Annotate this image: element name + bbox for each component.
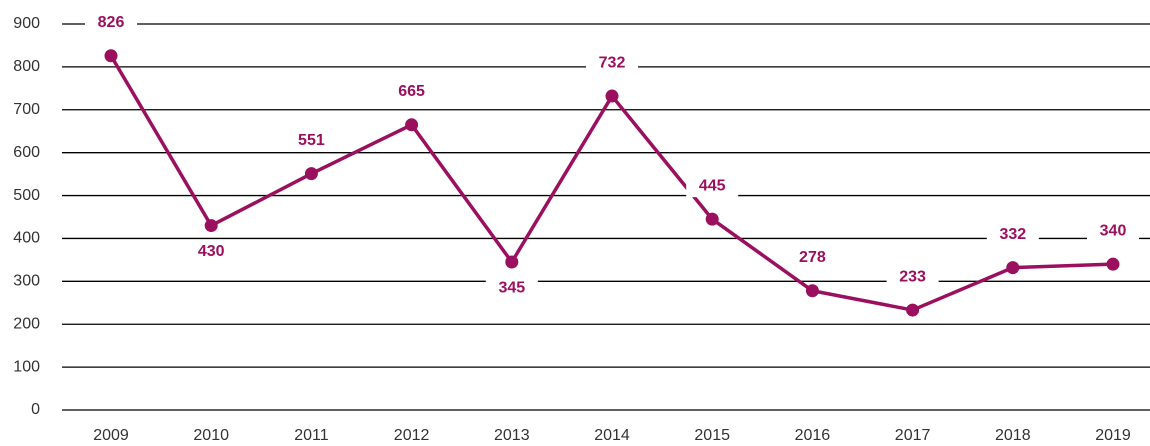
- y-tick-label: 600: [13, 144, 40, 161]
- x-tick-label: 2009: [93, 427, 129, 444]
- x-tick-label: 2018: [995, 427, 1031, 444]
- y-tick-label: 400: [13, 230, 40, 247]
- label-bg: [385, 80, 438, 103]
- point: [605, 89, 619, 103]
- x-tick-label: 2015: [694, 427, 730, 444]
- data-label: 340: [1100, 222, 1127, 239]
- data-label: 345: [498, 279, 525, 296]
- data-label: 445: [699, 177, 726, 194]
- point: [405, 118, 419, 132]
- point: [705, 212, 719, 226]
- label-bg: [185, 240, 238, 263]
- point: [505, 255, 519, 269]
- data-label: 732: [599, 54, 626, 71]
- y-tick-label: 100: [13, 358, 40, 375]
- label-bg: [686, 175, 739, 198]
- y-tick-label: 300: [13, 273, 40, 290]
- point: [204, 219, 218, 233]
- point: [1006, 261, 1020, 275]
- data-label: 826: [98, 14, 125, 31]
- data-label: 665: [398, 83, 425, 100]
- point: [304, 167, 318, 181]
- x-tick-label: 2014: [594, 427, 630, 444]
- point: [805, 284, 819, 298]
- x-tick-label: 2010: [193, 427, 229, 444]
- x-tick-label: 2019: [1095, 427, 1131, 444]
- x-tick-label: 2012: [394, 427, 430, 444]
- label-bg: [586, 52, 638, 75]
- label-bg: [85, 11, 137, 34]
- point: [1106, 257, 1120, 271]
- data-label: 332: [999, 226, 1026, 243]
- point: [906, 303, 920, 317]
- label-bg: [285, 129, 338, 152]
- y-tick-label: 700: [13, 101, 40, 118]
- label-bg: [786, 246, 839, 269]
- data-label: 430: [198, 243, 225, 260]
- y-tick-label: 800: [13, 58, 40, 75]
- x-tick-label: 2017: [895, 427, 931, 444]
- y-tick-label: 900: [13, 15, 40, 32]
- point: [104, 49, 118, 63]
- label-bg: [1087, 220, 1139, 243]
- x-tick-label: 2011: [294, 427, 329, 444]
- label-bg: [886, 266, 939, 289]
- label-bg: [986, 223, 1039, 246]
- label-bg: [485, 277, 538, 300]
- data-label: 551: [298, 132, 325, 149]
- y-tick-label: 200: [13, 315, 40, 332]
- y-tick-label: 500: [13, 187, 40, 204]
- x-tick-label: 2016: [795, 427, 831, 444]
- y-tick-label: 0: [31, 401, 40, 418]
- x-tick-label: 2013: [494, 427, 530, 444]
- data-label: 278: [799, 249, 826, 266]
- data-label: 233: [899, 268, 926, 285]
